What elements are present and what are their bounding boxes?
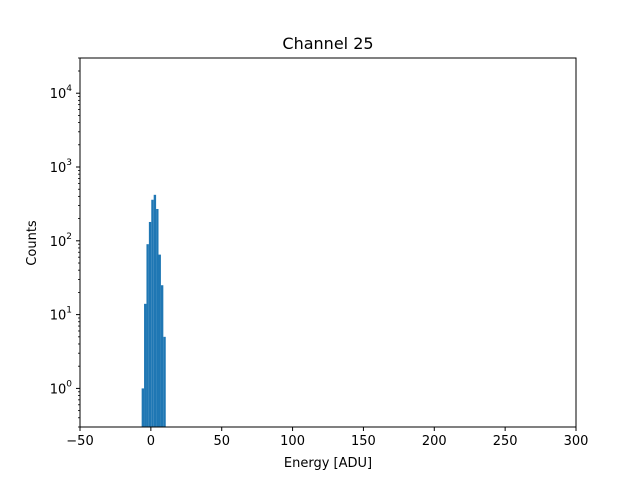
x-tick-label: 200: [422, 434, 447, 449]
histogram-bar: [153, 194, 157, 427]
x-tick-label: 50: [213, 434, 230, 449]
histogram-bar: [141, 388, 145, 427]
x-tick-label: −50: [66, 434, 93, 449]
histogram-bar: [146, 244, 149, 427]
histogram-bar: [156, 208, 159, 427]
histogram-bar: [151, 199, 154, 427]
x-tick-label: 150: [351, 434, 376, 449]
x-tick-label: 250: [493, 434, 518, 449]
plot-frame: [79, 57, 577, 428]
y-axis-label: Counts: [25, 220, 40, 266]
x-axis-label: Energy [ADU]: [284, 456, 372, 471]
bars-group: [141, 194, 166, 427]
x-tick-label: 100: [280, 434, 305, 449]
y-tick-label: 104: [50, 84, 73, 102]
x-tick-label: 300: [564, 434, 589, 449]
histogram-bar: [160, 285, 164, 427]
histogram-bar: [158, 254, 161, 427]
histogram-bar: [163, 336, 166, 427]
y-axis-ticks: 100 101 102 103 104: [50, 57, 80, 428]
histogram-bar: [144, 303, 147, 427]
y-tick-label: 100: [50, 379, 73, 397]
chart-title: Channel 25: [282, 34, 373, 53]
y-tick-label: 101: [50, 306, 72, 324]
x-axis-ticks: −50 0 50 100 150 200 250 300: [66, 427, 588, 449]
x-tick-label: 0: [147, 434, 155, 449]
y-tick-label: 103: [50, 158, 72, 176]
histogram-bar: [148, 221, 152, 427]
y-tick-label: 102: [50, 232, 72, 250]
